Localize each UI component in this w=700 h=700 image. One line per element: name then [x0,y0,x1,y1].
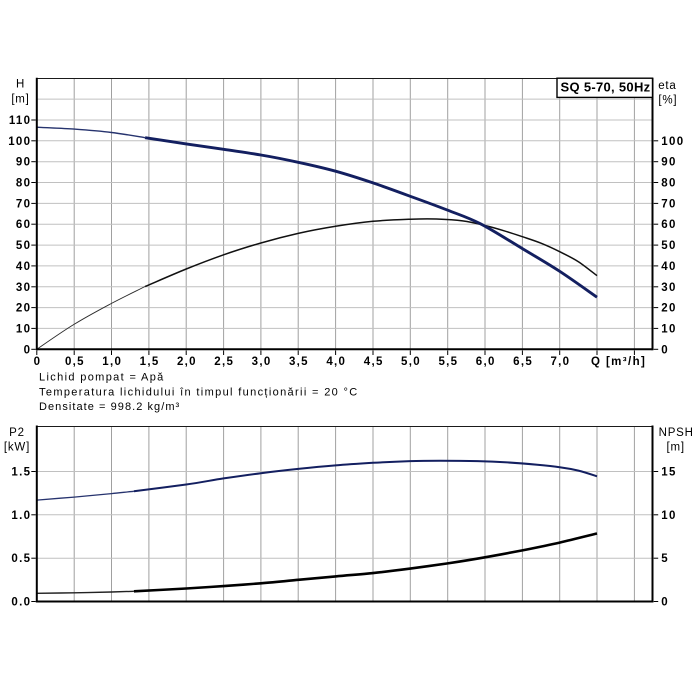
svg-text:2,5: 2,5 [214,356,234,368]
svg-text:6,0: 6,0 [476,356,496,368]
svg-text:100: 100 [8,136,31,148]
svg-text:100: 100 [661,136,684,148]
svg-text:7,0: 7,0 [550,356,570,368]
svg-text:40: 40 [661,261,676,273]
svg-text:0: 0 [24,344,32,356]
svg-text:0: 0 [661,344,669,356]
svg-text:20: 20 [661,303,676,315]
svg-text:5: 5 [661,553,669,565]
svg-text:5,0: 5,0 [401,356,421,368]
svg-text:0: 0 [34,356,42,368]
svg-text:P2: P2 [9,427,25,439]
svg-text:60: 60 [16,219,31,231]
svg-text:10: 10 [16,323,31,335]
svg-text:10: 10 [661,510,676,522]
svg-text:90: 90 [661,157,676,169]
svg-text:H: H [16,79,25,91]
svg-text:Temperatura lichidului în timp: Temperatura lichidului în timpul funcțio… [39,386,359,398]
svg-text:[%]: [%] [658,95,677,107]
svg-text:80: 80 [16,178,31,190]
svg-text:50: 50 [16,240,31,252]
svg-text:10: 10 [661,323,676,335]
svg-text:30: 30 [661,282,676,294]
svg-text:70: 70 [661,198,676,210]
svg-text:60: 60 [661,219,676,231]
svg-text:110: 110 [9,115,31,127]
svg-text:40: 40 [16,261,31,273]
svg-text:70: 70 [16,198,31,210]
svg-text:4,0: 4,0 [326,356,346,368]
svg-text:1,5: 1,5 [140,356,160,368]
svg-text:3,5: 3,5 [289,356,309,368]
svg-text:NPSH: NPSH [659,427,694,439]
svg-text:6,5: 6,5 [513,356,533,368]
svg-text:0: 0 [661,597,669,609]
svg-text:1,0: 1,0 [102,356,122,368]
svg-text:2,0: 2,0 [177,356,197,368]
svg-text:1.5: 1.5 [11,467,31,479]
svg-text:[m]: [m] [11,94,29,106]
svg-text:3,0: 3,0 [252,356,272,368]
svg-text:1.0: 1.0 [11,510,31,522]
svg-text:50: 50 [661,240,676,252]
svg-text:[kW]: [kW] [4,442,30,454]
svg-text:0,5: 0,5 [65,356,85,368]
svg-text:eta: eta [658,80,676,92]
svg-text:Q [m³/h]: Q [m³/h] [591,356,646,368]
svg-text:0.5: 0.5 [11,553,31,565]
svg-text:[m]: [m] [667,442,685,454]
svg-text:Densitate = 998.2 kg/m³: Densitate = 998.2 kg/m³ [39,401,180,413]
svg-text:30: 30 [16,282,31,294]
svg-text:4,5: 4,5 [364,356,384,368]
svg-text:0.0: 0.0 [11,597,31,609]
svg-text:SQ 5-70, 50Hz: SQ 5-70, 50Hz [561,79,651,94]
svg-text:20: 20 [16,303,31,315]
svg-text:Lichid pompat = Apă: Lichid pompat = Apă [39,372,165,384]
svg-text:80: 80 [661,178,676,190]
svg-text:90: 90 [16,157,31,169]
svg-text:5,5: 5,5 [438,356,458,368]
svg-text:15: 15 [661,467,676,479]
